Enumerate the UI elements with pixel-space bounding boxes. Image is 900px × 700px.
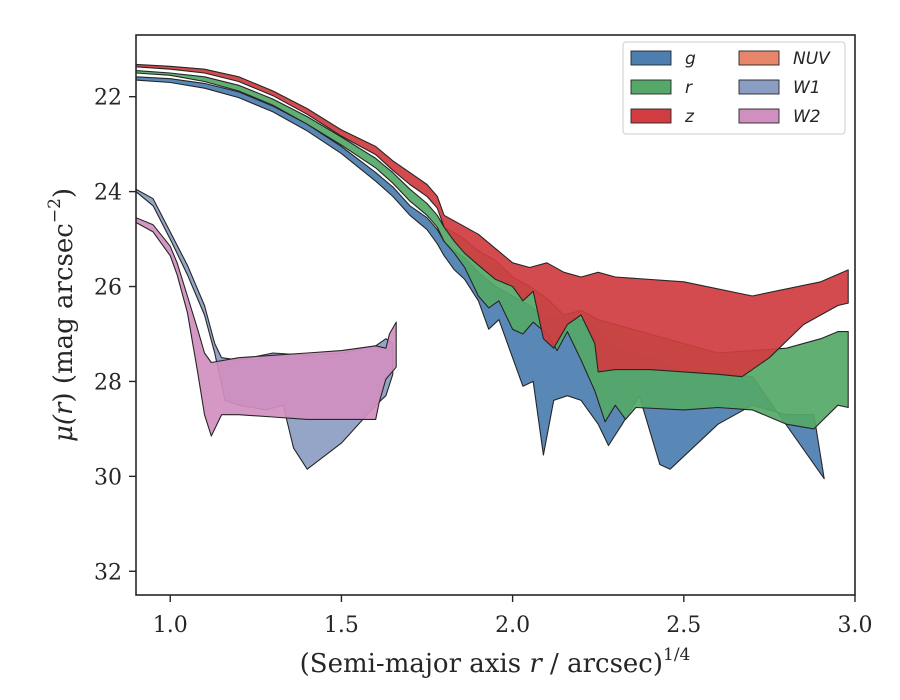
legend-label-r: r bbox=[685, 78, 693, 98]
y-tick-label: 26 bbox=[94, 276, 122, 301]
y-tick-label: 24 bbox=[94, 181, 122, 206]
series-layer bbox=[136, 63, 849, 480]
legend-swatch-w2 bbox=[738, 108, 780, 124]
x-tick-label: 3.0 bbox=[838, 613, 873, 638]
x-axis: 1.0 1.5 2.0 2.5 3.0 bbox=[153, 595, 873, 638]
legend-swatch-w1 bbox=[738, 79, 780, 95]
x-tick-label: 2.0 bbox=[495, 613, 530, 638]
y-tick-label: 32 bbox=[94, 560, 122, 585]
y-axis-title: μ(r) (mag arcsec−2) bbox=[45, 188, 79, 442]
series-band-r bbox=[136, 70, 849, 430]
x-axis-title: (Semi-major axis r / arcsec)1/4 bbox=[300, 645, 691, 679]
series-band-z bbox=[136, 63, 849, 378]
x-tick-label: 1.5 bbox=[324, 613, 359, 638]
legend: grz NUV W1 W2 bbox=[622, 41, 846, 135]
x-tick-label: 1.0 bbox=[153, 613, 188, 638]
y-tick-label: 22 bbox=[94, 86, 122, 111]
legend-swatch-g bbox=[630, 50, 672, 66]
legend-label-z: z bbox=[684, 107, 695, 127]
legend-label-w2: W2 bbox=[793, 107, 821, 127]
series-band-w2 bbox=[136, 217, 397, 437]
legend-frame bbox=[622, 41, 846, 135]
plot-frame bbox=[135, 34, 856, 596]
y-tick-label: 30 bbox=[94, 465, 122, 490]
legend-label-nuv: NUV bbox=[793, 49, 831, 69]
x-tick-label: 2.5 bbox=[666, 613, 701, 638]
y-tick-label: 28 bbox=[94, 370, 122, 395]
legend-label-w1: W1 bbox=[793, 78, 821, 98]
legend-swatch-nuv bbox=[738, 50, 780, 66]
legend-label-g: g bbox=[685, 49, 696, 69]
y-axis: 22 24 26 28 30 32 bbox=[94, 86, 136, 585]
legend-swatch-z bbox=[630, 108, 672, 124]
legend-swatch-r bbox=[630, 79, 672, 95]
